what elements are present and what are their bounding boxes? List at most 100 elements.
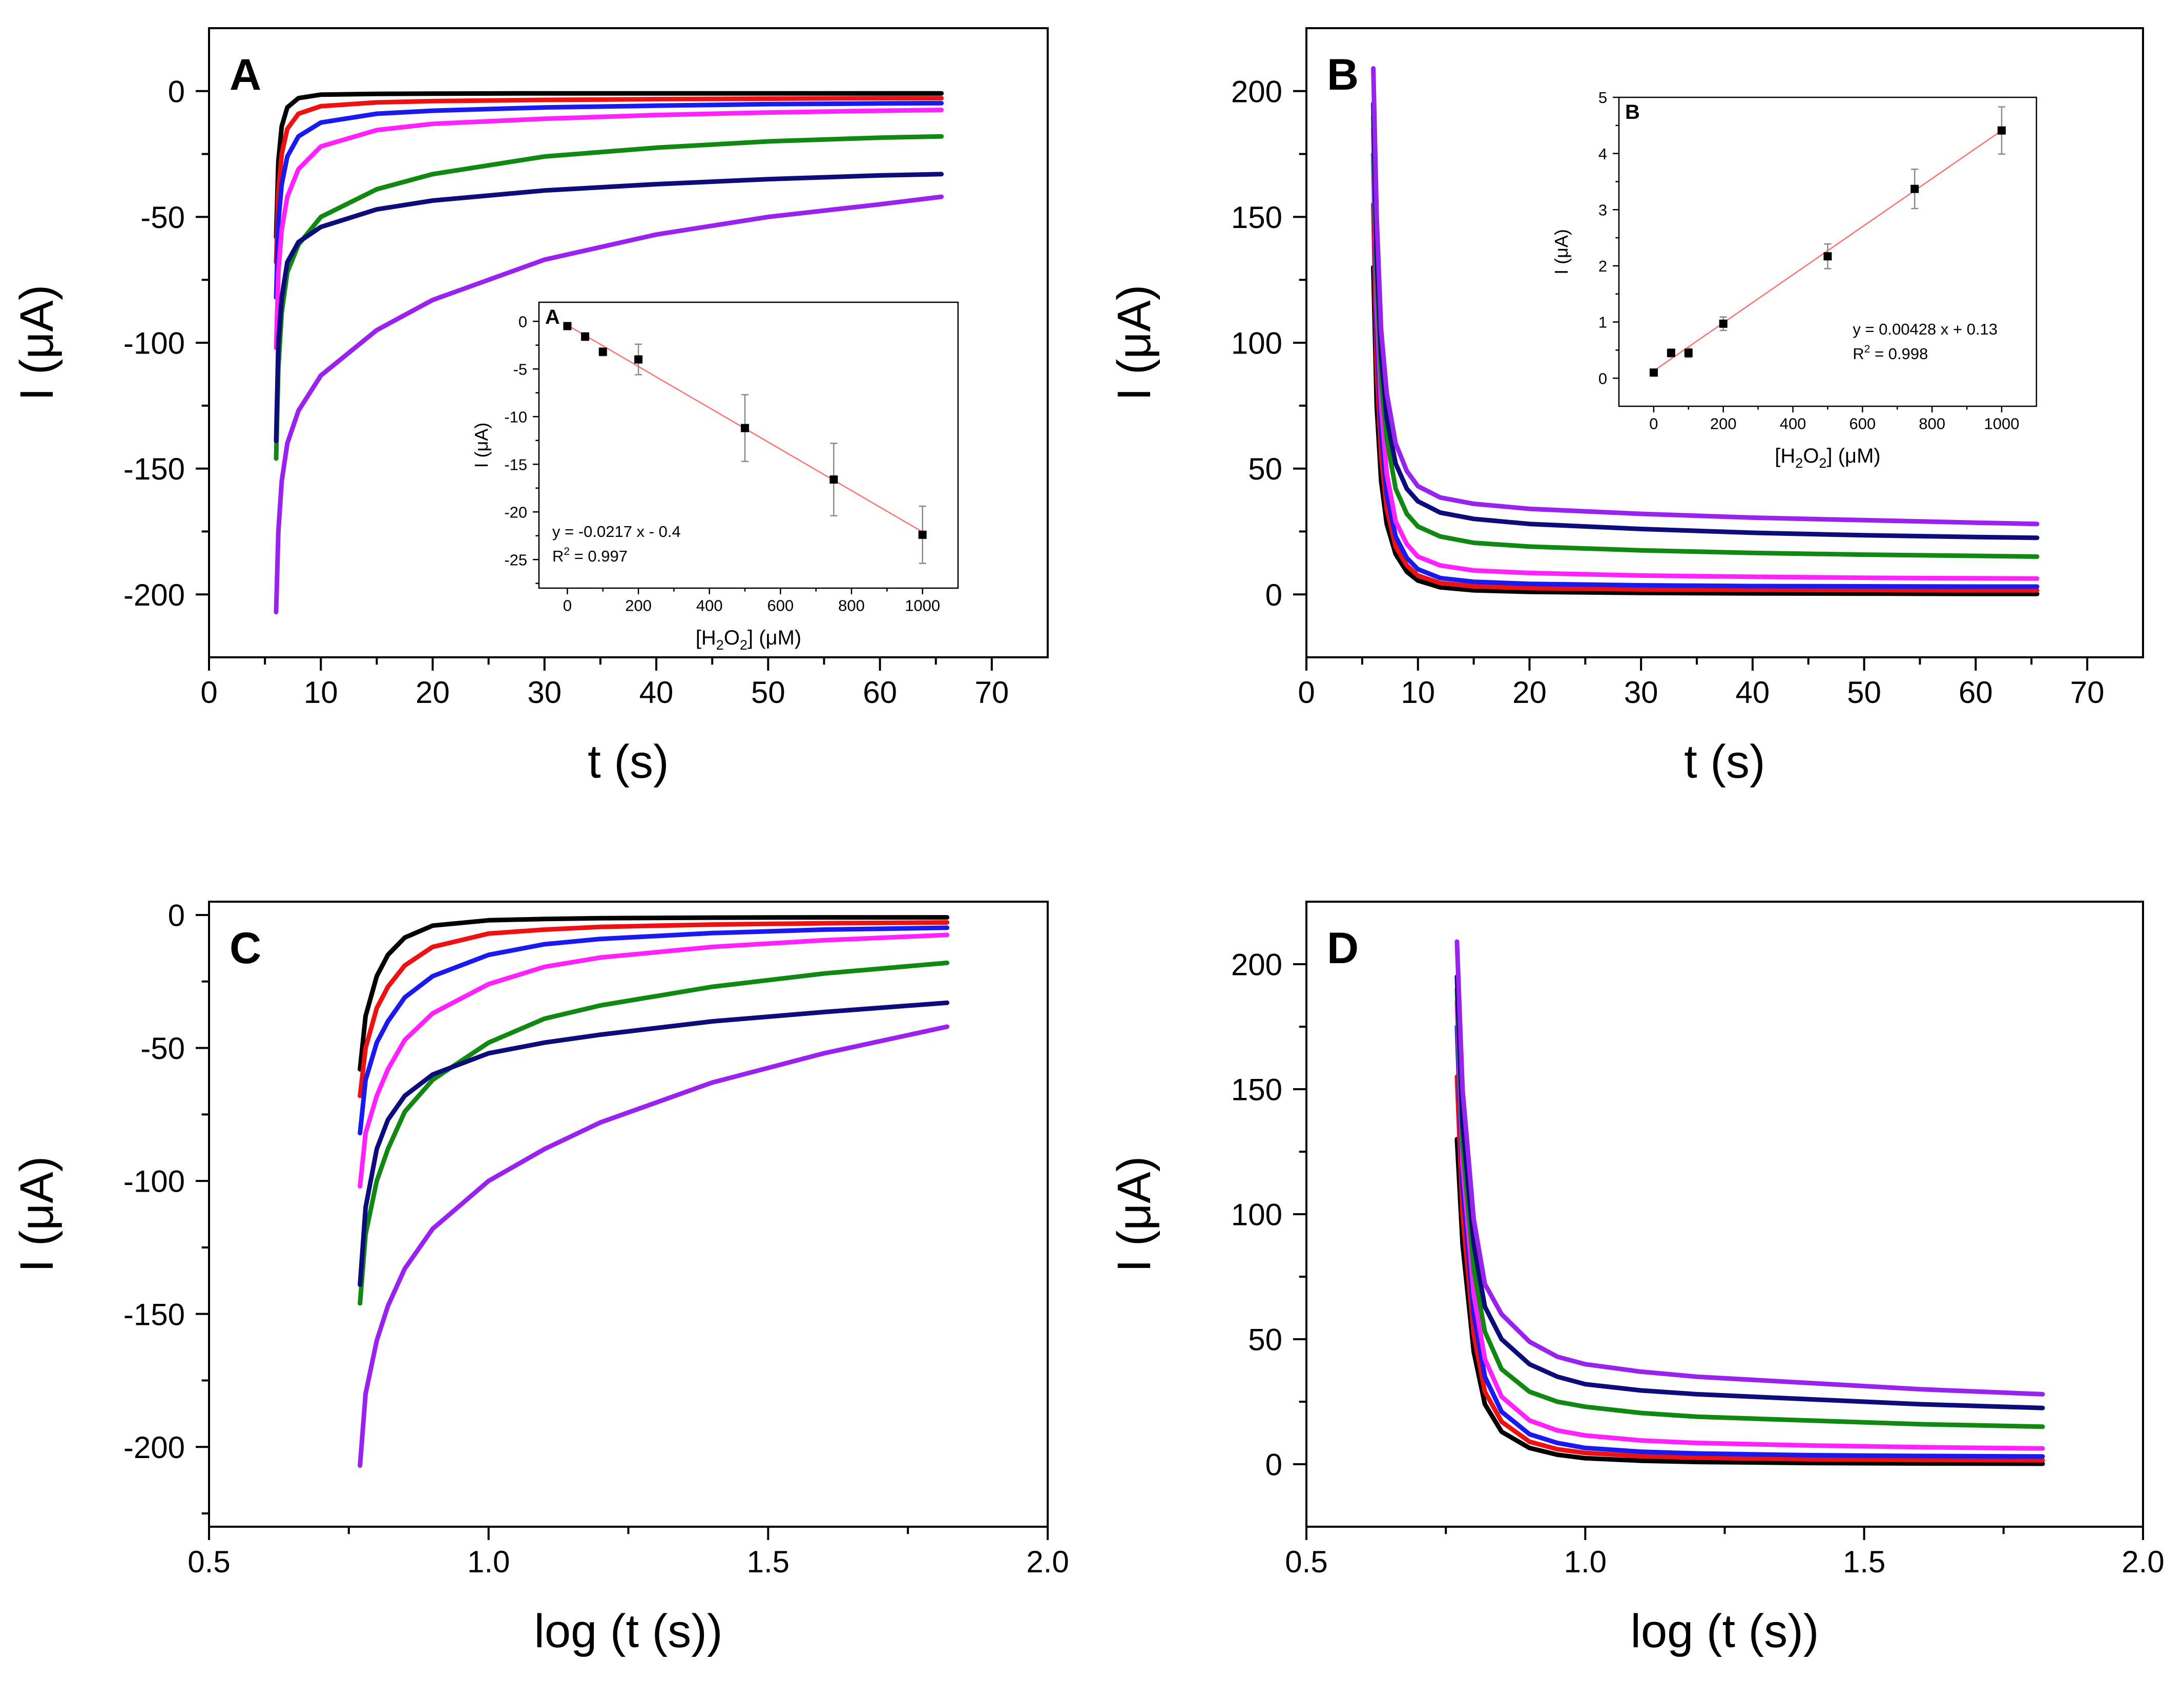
x-tick-label: 0 <box>563 597 572 615</box>
y-tick-label: 50 <box>1248 1323 1282 1357</box>
data-point <box>918 530 927 539</box>
series-line-7 <box>274 194 944 615</box>
x-tick-label: 10 <box>304 675 338 710</box>
y-tick-label: -200 <box>123 578 185 612</box>
series-line-6 <box>1454 974 2045 1410</box>
data-point <box>829 475 838 484</box>
fit-r-squared: R2 = 0.998 <box>1853 343 1928 363</box>
r-value: = 0.997 <box>570 547 628 565</box>
y-tick-label: -15 <box>504 455 527 473</box>
series-line-3 <box>1454 1024 2045 1459</box>
subscript: 2 <box>1819 455 1826 471</box>
inset-x-axis-title: [H2O2] (μM) <box>696 627 801 653</box>
y-tick-label: -5 <box>513 360 528 378</box>
series-line-1 <box>1454 1137 2045 1466</box>
x-tick-label: 0.5 <box>1285 1545 1327 1579</box>
y-tick-label: 100 <box>1231 1198 1282 1232</box>
inset-panel-label: A <box>545 306 560 328</box>
y-tick-label: 4 <box>1598 145 1607 163</box>
y-tick-label: 0 <box>168 74 185 109</box>
x-tick-label: 1.5 <box>1843 1545 1885 1579</box>
x-tick-label: 600 <box>767 597 794 615</box>
x-tick-label: 1.0 <box>467 1545 510 1579</box>
data-point <box>581 332 590 341</box>
label-part: O <box>1803 445 1819 467</box>
data-point <box>1667 348 1675 357</box>
x-tick-label: 0 <box>1298 675 1315 710</box>
inset-plot: 0 200 400 600 800 1000-25-20-15-10-50 A[H2O2] … <box>471 301 959 653</box>
x-tick-label: 200 <box>625 597 652 615</box>
x-tick-label: 2.0 <box>2121 1545 2164 1579</box>
superscript: 2 <box>1864 343 1870 355</box>
y-tick-label: 3 <box>1598 201 1607 219</box>
y-tick-label: -50 <box>140 1031 185 1066</box>
fit-equation: y = 0.00428 x + 0.13 <box>1853 320 1998 338</box>
data-point <box>1684 348 1693 357</box>
x-tick-label: 30 <box>1624 675 1658 710</box>
x-axis-title: log (t (s)) <box>534 1605 723 1657</box>
label-part: ] (μM) <box>747 627 801 649</box>
x-axis-title: t (s) <box>1684 736 1765 788</box>
x-axis-title: t (s) <box>588 736 669 788</box>
y-tick-label: -200 <box>123 1430 185 1465</box>
data-point <box>1719 319 1728 328</box>
y-tick-label: -100 <box>123 326 185 361</box>
superscript: 2 <box>564 546 570 557</box>
series-line-6 <box>358 1000 950 1287</box>
y-tick-label: 0 <box>1598 369 1607 387</box>
y-tick-label: 0 <box>168 899 185 933</box>
data-point <box>563 322 572 330</box>
panel-label: A <box>230 50 261 99</box>
x-tick-label: 20 <box>1512 675 1547 710</box>
y-tick-label: 0 <box>518 313 527 330</box>
y-tick-label: 150 <box>1231 1073 1282 1107</box>
x-tick-label: 0.5 <box>188 1545 230 1579</box>
panel-label: B <box>1327 50 1359 99</box>
x-tick-label: 800 <box>1919 415 1945 433</box>
x-tick-label: 10 <box>1401 675 1435 710</box>
y-tick-label: 2 <box>1598 257 1607 275</box>
r-label: R <box>1853 345 1864 363</box>
label-part: [H <box>696 627 716 649</box>
y-tick-label: 1 <box>1598 314 1607 331</box>
r-value: = 0.998 <box>1870 345 1928 363</box>
y-axis-title: I (μA) <box>1108 1156 1160 1273</box>
r-label: R <box>552 547 564 565</box>
x-tick-label: 60 <box>863 675 897 710</box>
y-tick-label: -100 <box>123 1165 185 1199</box>
series-line-5 <box>358 960 950 1306</box>
x-tick-label: 70 <box>2070 675 2105 710</box>
x-tick-label: 50 <box>1847 675 1881 710</box>
x-tick-label: 30 <box>527 675 561 710</box>
y-tick-label: 150 <box>1231 200 1282 235</box>
y-axis-title: I (μA) <box>11 285 63 401</box>
subscript: 2 <box>716 637 724 653</box>
x-tick-label: 1.0 <box>1564 1545 1607 1579</box>
plot-frame <box>1305 901 2144 1528</box>
inset-panel-label: B <box>1625 101 1640 123</box>
x-tick-label: 40 <box>639 675 674 710</box>
series-group <box>1371 66 2040 596</box>
y-tick-label: 50 <box>1248 452 1282 486</box>
data-point <box>1998 126 2006 135</box>
y-tick-label: -25 <box>504 551 527 569</box>
x-tick-label: 0 <box>200 675 217 710</box>
plot-frame <box>538 301 959 589</box>
series-line-7 <box>1371 66 2040 527</box>
subscript: 2 <box>1795 455 1803 471</box>
series-line-5 <box>1454 987 2045 1429</box>
panel-a: 0 10 20 30 40 50 60 70-200-150-100-500 At (s)I (… <box>11 27 1049 788</box>
series-line-3 <box>274 100 944 300</box>
y-tick-label: -150 <box>123 452 185 486</box>
inset-y-axis-title: I (μA) <box>1551 229 1572 275</box>
y-tick-label: -150 <box>123 1297 185 1332</box>
series-line-4 <box>1371 127 2040 581</box>
series-line-4 <box>358 932 950 1189</box>
data-point <box>741 424 750 432</box>
data-point <box>634 355 643 364</box>
